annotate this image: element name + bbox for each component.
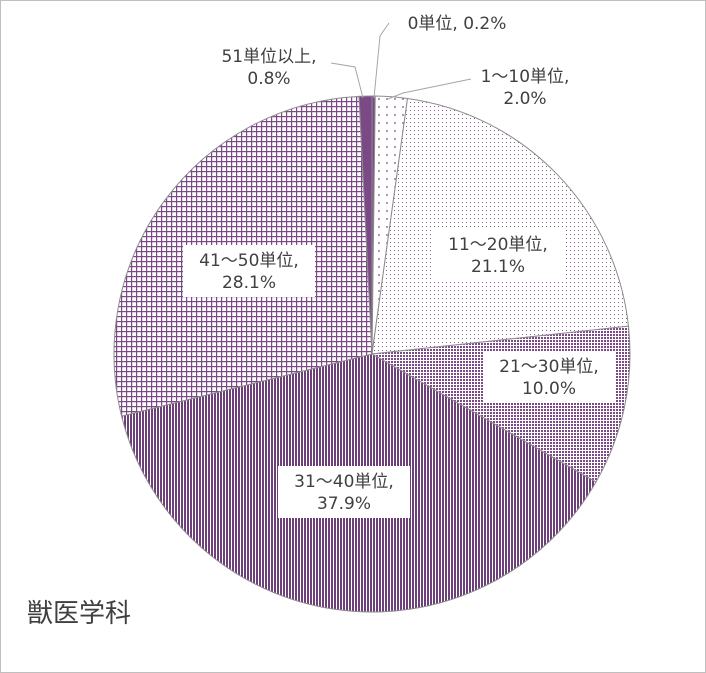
data-label-line: 0.8% xyxy=(247,69,290,89)
data-label-box xyxy=(278,466,410,518)
leader-line-51-plus xyxy=(330,62,364,99)
data-labels: 0単位, 0.2% 1～10単位,2.0% 11～20単位,21.1% 21～30単位… xyxy=(183,14,615,518)
data-label-line: 51単位以上, xyxy=(221,47,316,67)
data-label-line: 28.1% xyxy=(222,273,276,293)
data-label-31-40: 31～40単位,37.9% xyxy=(278,466,410,518)
data-label-line: 21～30単位, xyxy=(499,357,599,377)
data-label-box xyxy=(483,351,615,403)
data-label-box xyxy=(183,245,315,297)
data-label-box xyxy=(432,229,564,281)
data-label-line: 0単位, 0.2% xyxy=(408,14,507,34)
leader-line-1-10 xyxy=(387,78,472,100)
leader-line-0 xyxy=(373,22,390,99)
pie-slice-51-plus xyxy=(358,95,373,355)
data-label-11-20: 11～20単位,21.1% xyxy=(432,229,564,281)
pie-slice-11-20 xyxy=(371,97,630,355)
data-label-41-50: 41～50単位,28.1% xyxy=(183,245,315,297)
chart-title: 獣医学科 xyxy=(27,599,132,629)
leader-lines xyxy=(330,22,472,100)
data-label-21-30: 21～30単位,10.0% xyxy=(483,351,615,403)
data-label-line: 2.0% xyxy=(503,89,546,109)
data-label-0: 0単位, 0.2% xyxy=(408,14,507,34)
data-label-51-plus: 51単位以上,0.8% xyxy=(221,47,316,89)
data-label-line: 37.9% xyxy=(317,494,371,514)
data-label-line: 31～40単位, xyxy=(294,472,394,492)
data-label-line: 11～20単位, xyxy=(448,235,548,255)
data-label-line: 1～10単位, xyxy=(481,67,570,87)
data-label-line: 21.1% xyxy=(471,257,525,277)
data-label-line: 41～50単位, xyxy=(199,251,299,271)
data-label-line: 10.0% xyxy=(522,379,576,399)
data-label-1-10: 1～10単位,2.0% xyxy=(481,67,570,109)
